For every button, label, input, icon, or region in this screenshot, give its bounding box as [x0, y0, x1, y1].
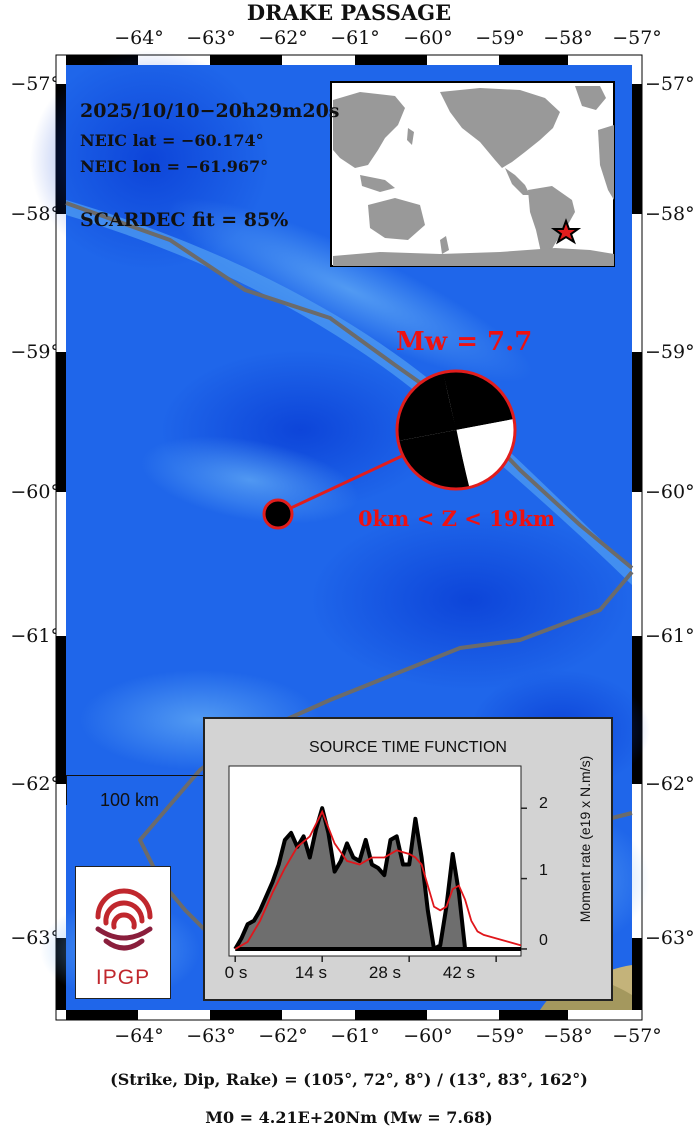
stf-x-tick: 14 s	[294, 963, 328, 982]
lon-tick-top: −58°	[543, 27, 593, 49]
lon-tick-bottom: −57°	[612, 1025, 662, 1047]
lon-tick-bottom: −63°	[186, 1025, 236, 1047]
ipgp-logo: IPGP	[75, 866, 171, 999]
lon-tick-top: −62°	[258, 27, 308, 49]
stf-x-tick: 28 s	[368, 963, 402, 982]
lon-tick-bottom: −64°	[114, 1025, 164, 1047]
inset-world-map	[330, 81, 615, 267]
depth-label: 0km < Z < 19km	[358, 506, 556, 531]
event-latitude: NEIC lat = −60.174°	[80, 131, 264, 150]
lon-tick-top: −63°	[186, 27, 236, 49]
lat-tick-right: −61°	[645, 625, 695, 647]
lon-tick-top: −59°	[475, 27, 525, 49]
scale-bar	[66, 775, 205, 805]
lat-tick-left: −60°	[10, 481, 60, 503]
lat-tick-right: −60°	[645, 481, 695, 503]
event-date: 2025/10/10−20h29m20s	[80, 100, 340, 122]
lon-tick-top: −64°	[114, 27, 164, 49]
lat-tick-right: −63°	[645, 927, 695, 949]
lat-tick-left: −57°	[10, 73, 60, 95]
beachball-connector	[277, 454, 403, 516]
lon-tick-bottom: −62°	[258, 1025, 308, 1047]
red-circle-icon	[262, 498, 294, 530]
stf-x-tick: 42 s	[442, 963, 476, 982]
lat-tick-left: −62°	[10, 773, 60, 795]
lat-tick-right: −57°	[645, 73, 695, 95]
magnitude-label: Mw = 7.7	[396, 327, 533, 357]
lat-tick-right: −58°	[645, 203, 695, 225]
lat-tick-right: −62°	[645, 773, 695, 795]
stf-x-tick: 0 s	[224, 963, 248, 982]
lon-tick-bottom: −59°	[475, 1025, 525, 1047]
stf-fit-line	[234, 809, 522, 950]
source-time-function-panel: SOURCE TIME FUNCTION 0 s 14 s 28 s 42 s …	[203, 717, 613, 1001]
lat-tick-left: −61°	[10, 625, 60, 647]
stf-title: SOURCE TIME FUNCTION	[309, 739, 507, 756]
lon-tick-bottom: −58°	[543, 1025, 593, 1047]
lon-tick-top: −57°	[612, 27, 662, 49]
lon-tick-top: −61°	[330, 27, 380, 49]
star-icon	[550, 218, 582, 245]
lon-tick-bottom: −60°	[403, 1025, 453, 1047]
scardec-fit: SCARDEC fit = 85%	[80, 209, 289, 231]
lat-tick-left: −59°	[10, 341, 60, 363]
beachball-icon	[395, 369, 517, 491]
scale-bar-label: 100 km	[100, 790, 160, 810]
stf-main-area	[235, 808, 478, 949]
ipgp-logo-mark	[95, 888, 153, 951]
ipgp-logo-text: IPGP	[95, 966, 151, 989]
map-title: DRAKE PASSAGE	[246, 0, 452, 25]
nodal-planes: (Strike, Dip, Rake) = (105°, 72°, 8°) / …	[110, 1070, 588, 1089]
stf-y-tick: 1	[539, 862, 548, 879]
lat-tick-right: −59°	[645, 341, 695, 363]
stf-y-axis-label: Moment rate (e19 x N.m/s)	[577, 755, 593, 923]
event-longitude: NEIC lon = −61.967°	[80, 157, 269, 176]
lon-tick-top: −60°	[403, 27, 453, 49]
stf-y-tick: 2	[539, 795, 548, 812]
stf-y-tick: 0	[539, 932, 548, 949]
stf-chart	[228, 765, 527, 962]
seismic-moment: M0 = 4.21E+20Nm (Mw = 7.68)	[205, 1108, 493, 1127]
lon-tick-bottom: −61°	[330, 1025, 380, 1047]
